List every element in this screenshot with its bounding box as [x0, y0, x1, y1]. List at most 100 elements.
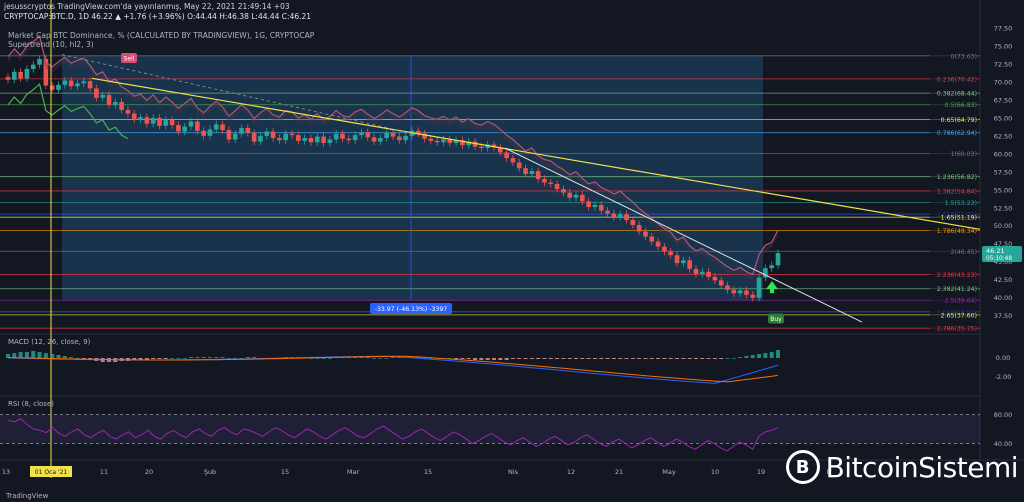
macd-histogram-bar — [50, 354, 55, 358]
x-tick-label: D — [826, 468, 831, 476]
candle — [668, 251, 674, 256]
candle — [340, 133, 345, 139]
candle — [681, 260, 686, 264]
macd-histogram-bar — [763, 353, 768, 358]
candle — [744, 290, 749, 295]
candle — [586, 201, 591, 208]
macd-histogram-bar — [252, 357, 257, 358]
macd-histogram-bar — [731, 358, 736, 359]
macd-histogram-bar — [384, 358, 389, 359]
macd-histogram-bar — [712, 358, 717, 359]
candle — [352, 135, 358, 141]
rsi-tick-label: 80.00 — [994, 411, 1013, 419]
macd-histogram-bar — [189, 357, 194, 358]
fib-label-bg — [930, 212, 978, 222]
candle — [131, 113, 137, 120]
x-tick-label: 10 — [711, 468, 719, 476]
y-tick-label: 60.00 — [994, 150, 1013, 158]
macd-histogram-bar — [157, 358, 162, 359]
y-tick-label: 72.50 — [994, 60, 1013, 68]
candle — [479, 146, 484, 149]
candle — [157, 117, 162, 126]
macd-histogram-bar — [757, 354, 762, 358]
fib-level-label: 0.5(66.83) — [945, 102, 977, 109]
candle — [617, 214, 623, 218]
macd-histogram-bar — [163, 358, 168, 359]
macd-histogram-bar — [391, 357, 395, 358]
fib-label-bg — [930, 283, 978, 293]
x-tick-label: 21 — [615, 468, 623, 476]
candle — [112, 102, 118, 105]
fib-level-label: 1.236(56.82) — [937, 174, 977, 181]
candle — [226, 130, 232, 140]
candle — [447, 139, 453, 144]
candle — [403, 135, 408, 141]
candle — [756, 277, 762, 298]
macd-histogram-bar — [693, 358, 698, 359]
supertrend-resistance — [7, 34, 779, 276]
macd-histogram-bar — [233, 358, 238, 359]
candle — [283, 133, 289, 141]
fib-level-label: 1.382(54.84) — [937, 188, 977, 195]
fib-label-bg — [930, 148, 978, 158]
fib-level-label: 2(46.45) — [951, 249, 977, 256]
macd-histogram-bar — [473, 358, 478, 360]
candle — [624, 214, 629, 220]
candle — [150, 117, 156, 124]
fib-level-label: 2.236(43.23) — [937, 272, 977, 279]
macd-histogram-bar — [226, 358, 231, 359]
candle — [706, 271, 711, 277]
macd-histogram-bar — [536, 358, 541, 359]
macd-histogram-bar — [81, 358, 86, 359]
candle — [630, 219, 636, 226]
supertrend-cloud — [8, 35, 778, 281]
candle — [428, 138, 434, 141]
macd-histogram-bar — [656, 358, 661, 359]
candle — [289, 133, 295, 136]
candle — [636, 225, 642, 232]
macd-histogram-bar — [580, 358, 585, 359]
candle — [251, 132, 257, 142]
macd-histogram-bar — [750, 355, 755, 358]
candle — [504, 152, 509, 159]
candle — [302, 138, 307, 141]
brand-watermark: B BitcoinSistemi — [785, 450, 1019, 484]
macd-tick-label: 0.00 — [996, 354, 1010, 362]
candle — [529, 171, 535, 174]
candle — [264, 131, 270, 136]
candle — [62, 80, 68, 85]
candle — [598, 204, 604, 211]
tradingview-logo[interactable]: TradingView — [6, 492, 49, 500]
candle — [415, 130, 421, 134]
macd-histogram-bar — [62, 356, 67, 358]
candle — [542, 179, 547, 183]
fib-label-bg — [930, 50, 978, 60]
candle — [43, 58, 49, 86]
fib-level-label: 0.65(64.79) — [941, 117, 977, 124]
candle — [119, 102, 124, 110]
y-tick-label: 70.00 — [994, 78, 1013, 86]
fib-level-label: 0.236(70.42) — [937, 76, 977, 83]
candle — [592, 204, 598, 208]
candle — [649, 236, 655, 242]
candle — [453, 140, 459, 144]
y-tick-label: 52.50 — [994, 204, 1013, 212]
macd-histogram-bar — [207, 357, 212, 358]
macd-histogram-bar — [37, 352, 42, 358]
macd-histogram-bar — [510, 358, 515, 359]
candle — [523, 168, 528, 174]
candle — [397, 136, 402, 141]
last-price-tag — [982, 245, 1022, 262]
macd-histogram-bar — [12, 353, 17, 358]
macd-histogram-bar — [485, 358, 490, 360]
candle — [333, 133, 339, 140]
candle — [144, 117, 150, 124]
candle — [296, 135, 301, 141]
macd-histogram-bar — [460, 358, 465, 359]
macd-histogram-bar — [649, 358, 654, 359]
macd-histogram-bar — [700, 358, 705, 359]
candle — [561, 189, 566, 193]
fib-label-bg — [930, 309, 978, 319]
y-tick-label: 40.00 — [994, 294, 1013, 302]
